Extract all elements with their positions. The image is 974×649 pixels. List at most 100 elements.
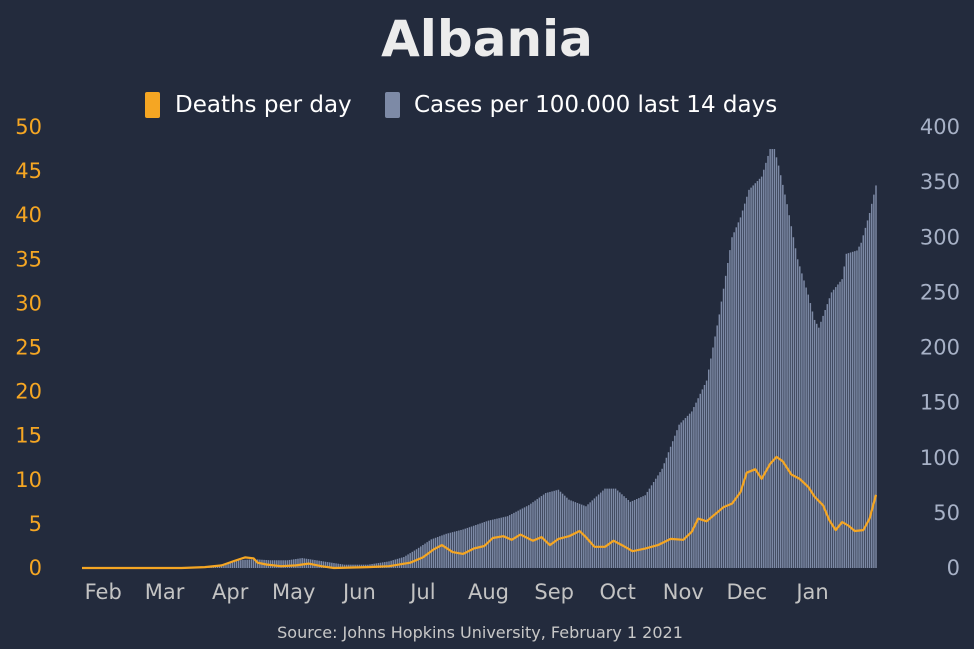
legend-swatch-cases: [385, 92, 400, 118]
right-tick-label: 50: [933, 501, 960, 525]
cases-bar: [625, 498, 627, 568]
cases-bar: [413, 550, 416, 568]
cases-bar: [428, 540, 430, 568]
left-tick-label: 50: [15, 115, 42, 139]
cases-bar: [839, 281, 841, 568]
x-tick-label: Jan: [794, 580, 828, 604]
cases-bar: [868, 213, 871, 568]
legend: Deaths per day Cases per 100.000 last 14…: [145, 92, 777, 118]
cases-bar: [820, 321, 822, 568]
cases-bar: [384, 562, 386, 568]
cases-bar: [851, 251, 854, 569]
cases-bar: [640, 497, 642, 569]
cases-bar: [434, 537, 437, 568]
cases-bar: [470, 526, 473, 568]
cases-bar: [729, 250, 731, 569]
cases-bar: [530, 503, 532, 568]
cases-bar: [407, 554, 409, 568]
cases-bar: [233, 561, 236, 568]
cases-bar: [519, 509, 522, 568]
cases-bar: [278, 560, 280, 568]
cases-bar: [318, 560, 320, 568]
cases-bar: [803, 280, 805, 568]
cases-bar: [813, 319, 816, 568]
x-tick-label: May: [272, 580, 315, 604]
cases-bar: [460, 529, 462, 568]
cases-bar: [595, 496, 598, 568]
cases-bar: [682, 420, 685, 568]
cases-bar: [841, 279, 843, 568]
cases-bar: [489, 520, 492, 568]
cases-bar: [619, 492, 621, 568]
right-tick-label: 200: [920, 336, 960, 360]
cases-bar: [807, 294, 809, 568]
cases-bar: [223, 563, 225, 568]
cases-bar: [538, 497, 541, 568]
cases-bar: [451, 532, 454, 568]
cases-bar: [720, 301, 723, 568]
cases-bar: [409, 553, 411, 568]
cases-bar: [475, 525, 477, 568]
cases-bar: [464, 528, 466, 568]
cases-bar: [614, 488, 617, 568]
cases-bar: [650, 485, 653, 568]
cases-bar: [528, 505, 530, 568]
cases-bar: [699, 393, 701, 568]
x-tick-label: Sep: [534, 580, 574, 604]
left-tick-label: 25: [15, 336, 42, 360]
cases-bar: [828, 298, 831, 568]
cases-bar: [665, 457, 668, 568]
cases-bar: [237, 560, 240, 568]
cases-bar: [343, 564, 346, 568]
cases-bar: [445, 533, 447, 568]
cases-bar: [788, 215, 790, 568]
cases-bar: [790, 226, 793, 568]
x-tick-label: Jun: [341, 580, 376, 604]
cases-bar: [773, 149, 776, 569]
cases-bar: [229, 562, 231, 568]
cases-bar: [400, 557, 403, 568]
cases-bar: [724, 275, 727, 568]
cases-bar: [716, 325, 718, 568]
left-tick-label: 15: [15, 424, 42, 448]
cases-bar: [301, 558, 303, 568]
cases-bar: [276, 560, 278, 568]
cases-bar: [566, 497, 568, 568]
cases-bar: [430, 539, 433, 568]
right-tick-label: 400: [920, 115, 960, 139]
right-tick-label: 250: [920, 280, 960, 304]
cases-bar: [849, 252, 852, 568]
cases-bar: [350, 564, 352, 568]
cases-bar: [735, 227, 737, 568]
cases-bar: [456, 531, 458, 568]
cases-bar: [240, 560, 242, 569]
cases-bar: [830, 292, 833, 569]
cases-bar: [547, 492, 549, 568]
cases-bar: [858, 246, 860, 568]
cases-bar: [871, 203, 873, 568]
cases-bar: [737, 222, 740, 568]
cases-bar: [739, 217, 742, 568]
cases-bar: [443, 534, 445, 568]
cases-bar: [379, 562, 382, 568]
cases-bar: [498, 518, 500, 568]
cases-bar: [748, 189, 750, 568]
cases-bar: [837, 284, 839, 568]
cases-bar: [629, 501, 632, 568]
cases-bar: [703, 384, 706, 568]
x-tick-label: Feb: [85, 580, 122, 604]
cases-bar: [487, 520, 490, 568]
cases-bar: [244, 559, 246, 568]
cases-bar: [561, 493, 564, 568]
cases-bar: [792, 237, 795, 568]
cases-bar: [610, 488, 613, 568]
cases-bar: [733, 232, 735, 569]
cases-bar: [655, 478, 657, 568]
cases-bar: [521, 508, 524, 568]
cases-bar: [517, 510, 519, 568]
cases-bar: [659, 472, 661, 568]
cases-bar: [691, 411, 693, 568]
cases-bar: [701, 389, 704, 568]
cases-bar: [688, 413, 691, 568]
